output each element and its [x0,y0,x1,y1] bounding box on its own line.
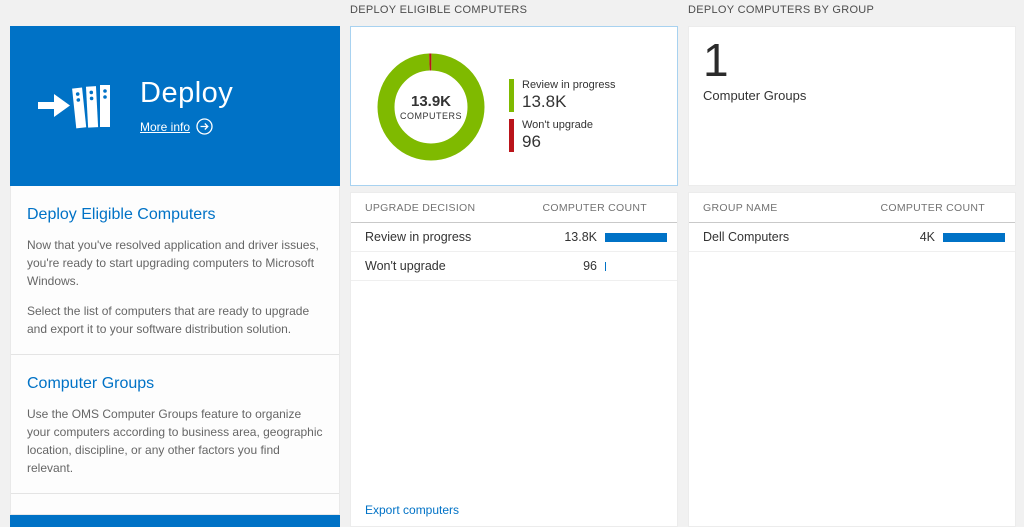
row-label: Dell Computers [703,230,790,244]
section-paragraph: Select the list of computers that are re… [27,304,310,336]
table-row[interactable]: Won't upgrade 96 [351,252,677,281]
export-computers-link[interactable]: Export computers [365,503,460,517]
group-count-value: 1 [703,34,729,86]
legend-label: Review in progress [522,79,616,91]
column-header-computer-count: COMPUTER COUNT [880,201,985,214]
table-header-row: GROUP NAME COMPUTER COUNT [689,193,1015,223]
middle-column-header: DEPLOY ELIGIBLE COMPUTERS [350,4,528,16]
donut-chart: 13.9K COMPUTERS [377,53,485,161]
section-paragraph: Use the OMS Computer Groups feature to o… [27,407,323,475]
count-bar [605,261,667,271]
tile-title: Deploy [140,77,234,109]
row-label: Review in progress [365,230,472,244]
legend-value: 96 [522,132,541,151]
row-value: 96 [583,259,597,273]
column-header-group-name: GROUP NAME [703,201,778,214]
count-bar [943,232,1005,242]
section-computer-groups: Computer Groups Use the OMS Computer Gro… [11,355,339,494]
eligible-computers-donut-card[interactable]: 13.9K COMPUTERS Review in progress 13.8K… [350,26,678,186]
deploy-hero-tile: Deploy More info [10,26,340,186]
table-row[interactable]: Dell Computers 4K [689,223,1015,252]
more-info-label: More info [140,119,191,134]
row-value: 13.8K [564,230,597,244]
group-table: GROUP NAME COMPUTER COUNT Dell Computers… [688,192,1016,527]
section-deploy-eligible: Deploy Eligible Computers Now that you'v… [11,186,339,355]
section-paragraph: Now that you've resolved application and… [27,238,319,288]
donut-center-label: COMPUTERS [399,111,462,121]
legend-label: Won't upgrade [522,119,594,131]
more-info-link[interactable]: More info [140,118,233,135]
table-row[interactable]: Review in progress 13.8K [351,223,677,252]
description-panel: Deploy Eligible Computers Now that you'v… [10,186,340,515]
column-header-upgrade-decision: UPGRADE DECISION [365,201,476,214]
legend-value: 13.8K [522,92,567,111]
donut-center-value: 13.9K [410,93,452,110]
donut-legend: Review in progress 13.8K Won't upgrade 9… [509,79,616,152]
arrow-circle-icon [196,118,213,135]
row-value: 4K [919,230,935,244]
legend-swatch-red [509,119,514,152]
legend-item-wont-upgrade: Won't upgrade 96 [509,119,616,152]
group-count-label: Computer Groups [703,87,807,103]
count-bar [605,232,667,242]
upgrade-decision-table: UPGRADE DECISION COMPUTER COUNT Review i… [350,192,678,527]
blue-footer-strip [10,515,340,527]
right-column-header: DEPLOY COMPUTERS BY GROUP [688,4,875,16]
section-heading: Computer Groups [27,375,155,392]
legend-item-review-in-progress: Review in progress 13.8K [509,79,616,112]
computer-groups-count-card[interactable]: 1 Computer Groups [688,26,1016,186]
section-heading: Deploy Eligible Computers [27,206,216,223]
deploy-icon [10,74,140,138]
table-header-row: UPGRADE DECISION COMPUTER COUNT [351,193,677,223]
legend-swatch-green [509,79,514,112]
row-label: Won't upgrade [365,259,446,273]
column-header-computer-count: COMPUTER COUNT [542,201,647,214]
